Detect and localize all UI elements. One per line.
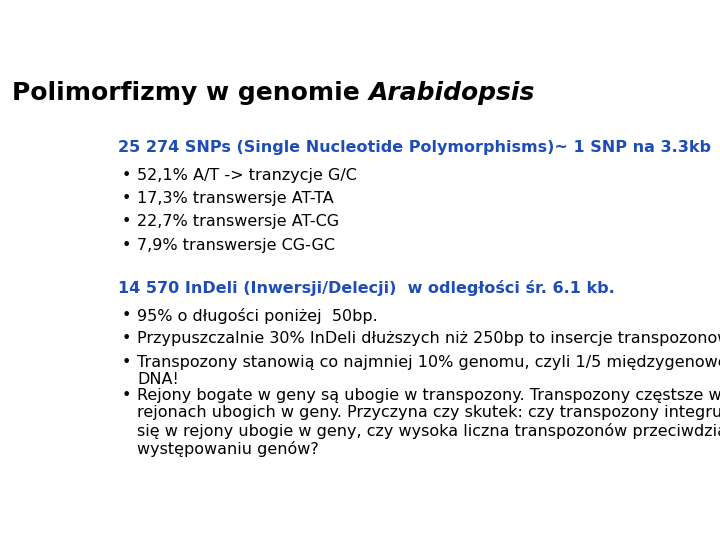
Text: 17,3% transwersje AT-TA: 17,3% transwersje AT-TA bbox=[138, 191, 334, 206]
Text: 52,1% A/T -> tranzycje G/C: 52,1% A/T -> tranzycje G/C bbox=[138, 168, 357, 183]
Text: Transpozony stanowią co najmniej 10% genomu, czyli 1/5 międzygenowego
DNA!: Transpozony stanowią co najmniej 10% gen… bbox=[138, 355, 720, 387]
Text: 95% o długości poniżej  50bp.: 95% o długości poniżej 50bp. bbox=[138, 308, 378, 324]
Text: •: • bbox=[122, 332, 131, 346]
Text: Rejony bogate w geny są ubogie w transpozony. Transpozony częstsze w
rejonach ub: Rejony bogate w geny są ubogie w transpo… bbox=[138, 388, 720, 457]
Text: •: • bbox=[122, 388, 131, 403]
Text: 22,7% transwersje AT-CG: 22,7% transwersje AT-CG bbox=[138, 214, 340, 230]
Text: •: • bbox=[122, 214, 131, 230]
Text: •: • bbox=[122, 355, 131, 369]
Text: 25 274 SNPs (Single Nucleotide Polymorphisms)~ 1 SNP na 3.3kb: 25 274 SNPs (Single Nucleotide Polymorph… bbox=[118, 140, 711, 154]
Text: •: • bbox=[122, 168, 131, 183]
Text: •: • bbox=[122, 308, 131, 323]
Text: Przypuszczalnie 30% InDeli dłuższych niż 250bp to insercje transpozonowe.: Przypuszczalnie 30% InDeli dłuższych niż… bbox=[138, 332, 720, 346]
Text: •: • bbox=[122, 191, 131, 206]
Text: •: • bbox=[122, 238, 131, 253]
Text: 14 570 InDeli (Inwersji/Delecji)  w odległości śr. 6.1 kb.: 14 570 InDeli (Inwersji/Delecji) w odleg… bbox=[118, 280, 615, 296]
Text: Polimorfizmy w genomie: Polimorfizmy w genomie bbox=[12, 82, 369, 105]
Text: 7,9% transwersje CG-GC: 7,9% transwersje CG-GC bbox=[138, 238, 336, 253]
Text: Arabidopsis: Arabidopsis bbox=[369, 82, 536, 105]
